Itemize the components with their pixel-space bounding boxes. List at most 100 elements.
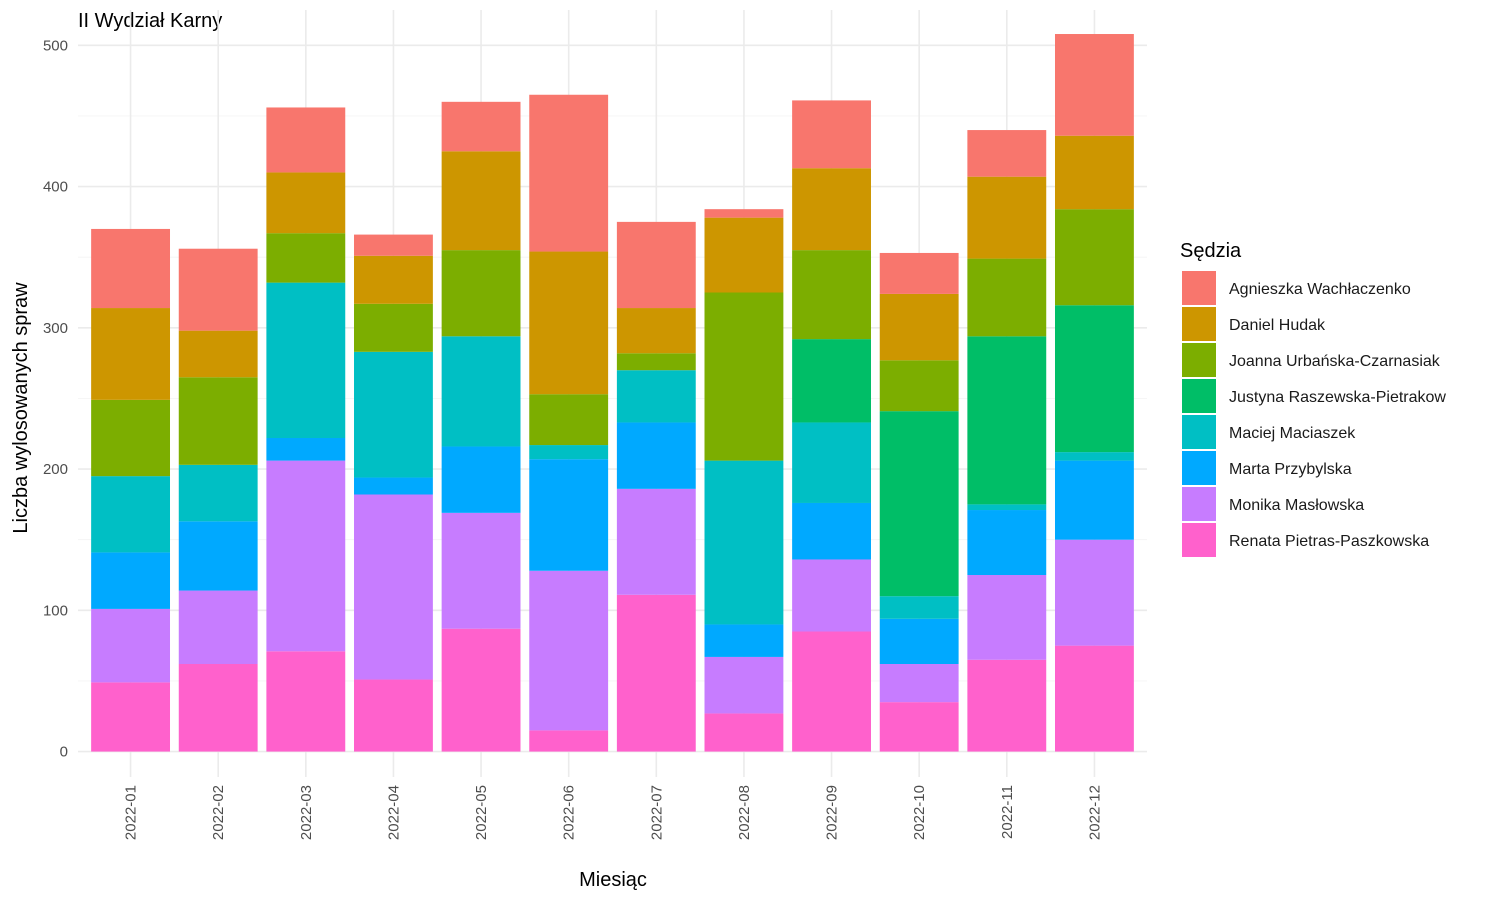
x-tick-label: 2022-05 (473, 785, 490, 840)
legend-label: Justyna Raszewska-Pietrakow (1229, 389, 1446, 406)
legend-key (1182, 487, 1216, 521)
bar-segment (967, 336, 1047, 505)
bar-segment (1054, 452, 1134, 461)
bar-segment (792, 559, 871, 632)
bar-segment (354, 255, 433, 304)
bar-segment (704, 292, 784, 461)
bar-segment (704, 209, 784, 218)
bar-segment (529, 730, 609, 752)
bar-segment (266, 172, 346, 234)
legend-label: Marta Przybylska (1229, 461, 1352, 478)
x-tick-label: 2022-08 (736, 785, 753, 840)
y-tick-label: 400 (43, 179, 68, 196)
bar-segment (967, 258, 1047, 337)
bar-segment (1054, 645, 1134, 752)
chart-title: II Wydział Karny (78, 10, 222, 32)
bar-segment (967, 659, 1047, 752)
bar-segment (91, 228, 171, 309)
legend-key (1182, 343, 1216, 377)
y-tick-label: 300 (43, 320, 68, 337)
bar-segment (616, 370, 696, 423)
bar-segment (967, 510, 1047, 576)
bar-segment (879, 596, 959, 619)
bar-segment (1054, 135, 1134, 210)
bar-segment (91, 682, 171, 752)
bar-segment (704, 460, 784, 625)
legend: Sędzia Agnieszka Wachłaczenko Daniel Huda… (1180, 240, 1446, 557)
bar-segment (967, 575, 1047, 660)
bar-segment (266, 437, 346, 461)
bar-segment (529, 445, 609, 460)
legend-label: Agnieszka Wachłaczenko (1229, 281, 1411, 298)
bar-segment (354, 494, 433, 680)
bar-segment (441, 151, 521, 251)
bar-segment (529, 459, 609, 571)
bar-segment (178, 464, 258, 522)
bar-segment (1054, 539, 1134, 646)
bar-segment (178, 377, 258, 465)
x-tick-label: 2022-01 (123, 785, 140, 840)
x-tick-label: 2022-09 (824, 785, 841, 840)
bar-segment (792, 502, 871, 560)
bar-segment (792, 631, 871, 752)
bar-segment (967, 176, 1047, 259)
legend-key (1182, 379, 1216, 413)
bar-segment (616, 594, 696, 752)
legend-key (1182, 307, 1216, 341)
bar-segment (967, 130, 1047, 177)
bar-segment (529, 94, 609, 252)
bar-segment (1054, 34, 1134, 136)
bar-segment (266, 460, 346, 652)
bar-segment (1054, 305, 1134, 453)
bar-segment (266, 107, 346, 173)
bar-segment (879, 663, 959, 703)
bar-segment (354, 679, 433, 752)
bar-segment (266, 651, 346, 752)
x-tick-label: 2022-06 (561, 785, 578, 840)
y-axis-ticks: 0 100 200 300 400 500 (43, 37, 68, 760)
bar-segment (91, 476, 171, 553)
y-tick-label: 100 (43, 602, 68, 619)
bar-segment (879, 702, 959, 752)
bar-segment (879, 360, 959, 412)
bar-segment (354, 351, 433, 478)
bar-segment (529, 394, 609, 446)
legend-title: Sędzia (1180, 240, 1242, 262)
bar-segment (616, 488, 696, 595)
bar-segment (178, 590, 258, 664)
bar-segment (91, 308, 171, 400)
bar-segment (91, 399, 171, 477)
bar-segment (792, 100, 871, 169)
legend-label: Monika Masłowska (1229, 497, 1364, 514)
bar-segment (354, 234, 433, 256)
bar-segment (704, 217, 784, 293)
bar-segment (616, 353, 696, 371)
x-tick-label: 2022-07 (648, 785, 665, 840)
bar-segment (879, 252, 959, 294)
bar-segment (616, 308, 696, 354)
bar-segment (441, 101, 521, 152)
bar-segment (441, 512, 521, 629)
bar-segment (879, 618, 959, 664)
bar-segment (178, 663, 258, 752)
x-tick-label: 2022-12 (1086, 785, 1103, 840)
legend-label: Joanna Urbańska-Czarnasiak (1229, 353, 1441, 370)
bar-segment (792, 339, 871, 423)
bar-segment (879, 411, 959, 597)
bar-segment (529, 251, 609, 395)
bar-segment (91, 608, 171, 683)
bar-segment (1054, 209, 1134, 306)
x-axis-title: Miesiąc (579, 869, 647, 891)
bar-segment (704, 656, 784, 714)
y-tick-label: 200 (43, 461, 68, 478)
x-tick-label: 2022-03 (298, 785, 315, 840)
bar-segment (879, 293, 959, 361)
bar-segment (529, 570, 609, 731)
bar-segment (704, 713, 784, 752)
legend-label: Maciej Maciaszek (1229, 425, 1356, 442)
bar-segment (178, 248, 258, 331)
y-axis-title: Liczba wylosowanych spraw (10, 282, 32, 534)
bar-segment (616, 221, 696, 309)
bar-segment (967, 504, 1047, 511)
